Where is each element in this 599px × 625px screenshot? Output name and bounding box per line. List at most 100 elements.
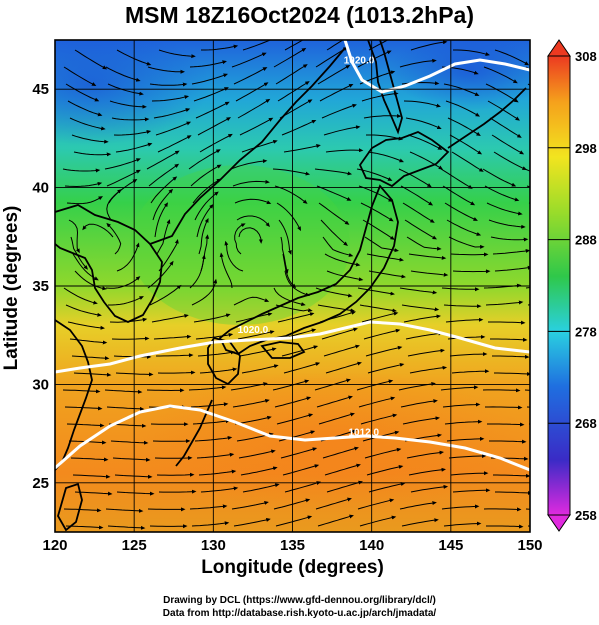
- streamline: [63, 508, 102, 513]
- streamline: [321, 327, 358, 340]
- continent-coast: [149, 47, 346, 245]
- streamline: [322, 236, 354, 257]
- streamline: [69, 338, 108, 345]
- streamline: [70, 236, 88, 270]
- x-tick-label: 140: [359, 537, 384, 554]
- shikoku-coast: [260, 341, 306, 359]
- sakhalin-coast: [367, 40, 403, 135]
- streamline: [72, 474, 111, 479]
- colorbar-tick-label: 268: [575, 416, 597, 431]
- streamline: [231, 52, 267, 68]
- streamline: [275, 64, 308, 85]
- streamline: [451, 369, 490, 374]
- streamline: [73, 151, 112, 157]
- streamline: [410, 270, 449, 277]
- streamline: [443, 521, 482, 527]
- streamline: [65, 304, 102, 317]
- colorbar-ticks: 308 298 288 278 268 258: [548, 49, 597, 523]
- streamline: [272, 379, 310, 391]
- streamline: [73, 372, 112, 377]
- streamline: [196, 203, 214, 238]
- isobars: [55, 40, 530, 472]
- streamline: [446, 436, 485, 442]
- streamline: [482, 168, 517, 187]
- streamline: [410, 484, 449, 493]
- streamline: [367, 363, 405, 374]
- streamline: [486, 202, 523, 216]
- streamline: [189, 504, 228, 510]
- streamline: [282, 253, 297, 289]
- streamline: [487, 422, 525, 427]
- streamline: [199, 367, 238, 374]
- streamline: [402, 416, 440, 425]
- streamline: [112, 457, 151, 462]
- streamline: [192, 419, 231, 425]
- streamline: [64, 406, 103, 411]
- streamline: [406, 236, 442, 251]
- streamline: [197, 117, 232, 136]
- streamline: [323, 344, 360, 357]
- streamline: [158, 49, 196, 59]
- streamline: [490, 236, 529, 242]
- streamline: [440, 385, 479, 391]
- streamline: [485, 83, 519, 103]
- plot-frame: [54, 39, 531, 533]
- streamline: [190, 402, 229, 408]
- streamline: [152, 188, 174, 221]
- streamline: [189, 254, 206, 289]
- streamline: [485, 405, 523, 410]
- x-tick-label: 130: [201, 537, 226, 554]
- streamline: [399, 287, 438, 295]
- streamline: [326, 480, 363, 493]
- streamline: [401, 304, 440, 312]
- streamline: [115, 142, 153, 153]
- streamline: [359, 515, 397, 527]
- streamline: [198, 469, 237, 476]
- streamline: [317, 514, 354, 527]
- streamline: [70, 457, 109, 462]
- streamline: [108, 296, 144, 306]
- streamline: [326, 270, 364, 282]
- streamline: [324, 253, 361, 267]
- streamline: [195, 332, 234, 340]
- streamline: [278, 219, 292, 255]
- colorbar-tick-label: 288: [575, 233, 597, 248]
- streamline: [366, 253, 404, 262]
- streamline: [241, 139, 278, 153]
- streamline: [447, 117, 481, 136]
- streamline: [406, 450, 444, 459]
- streamline: [65, 525, 104, 530]
- streamline: [63, 287, 98, 305]
- streamline: [273, 498, 311, 510]
- streamline: [450, 252, 489, 257]
- streamline: [360, 413, 398, 425]
- colorbar-top-arrow: [547, 39, 571, 57]
- streamline: [364, 236, 399, 253]
- x-axis-label: Longitude (degrees): [201, 557, 384, 578]
- streamline: [238, 449, 276, 459]
- colorbar-tick-label: 278: [575, 324, 597, 339]
- isobar-1020-mid: [55, 320, 530, 374]
- streamline: [314, 168, 353, 176]
- streamline: [483, 507, 522, 512]
- streamline: [445, 100, 481, 117]
- streamline: [201, 44, 239, 51]
- streamline: [231, 501, 269, 510]
- streamline: [240, 466, 278, 476]
- streamline: [367, 151, 404, 163]
- streamline: [275, 515, 313, 527]
- streamline: [447, 334, 486, 340]
- streamline: [442, 185, 476, 206]
- streamline: [273, 47, 307, 68]
- streamline: [361, 91, 399, 102]
- y-tick-label: 30: [32, 376, 49, 393]
- streamline: [322, 446, 359, 459]
- streamline: [446, 219, 482, 236]
- streamline: [111, 336, 150, 341]
- streamline: [492, 248, 530, 255]
- streamline: [281, 345, 319, 357]
- streamline: [196, 452, 235, 459]
- streamline: [361, 311, 399, 323]
- streamline: [157, 370, 196, 375]
